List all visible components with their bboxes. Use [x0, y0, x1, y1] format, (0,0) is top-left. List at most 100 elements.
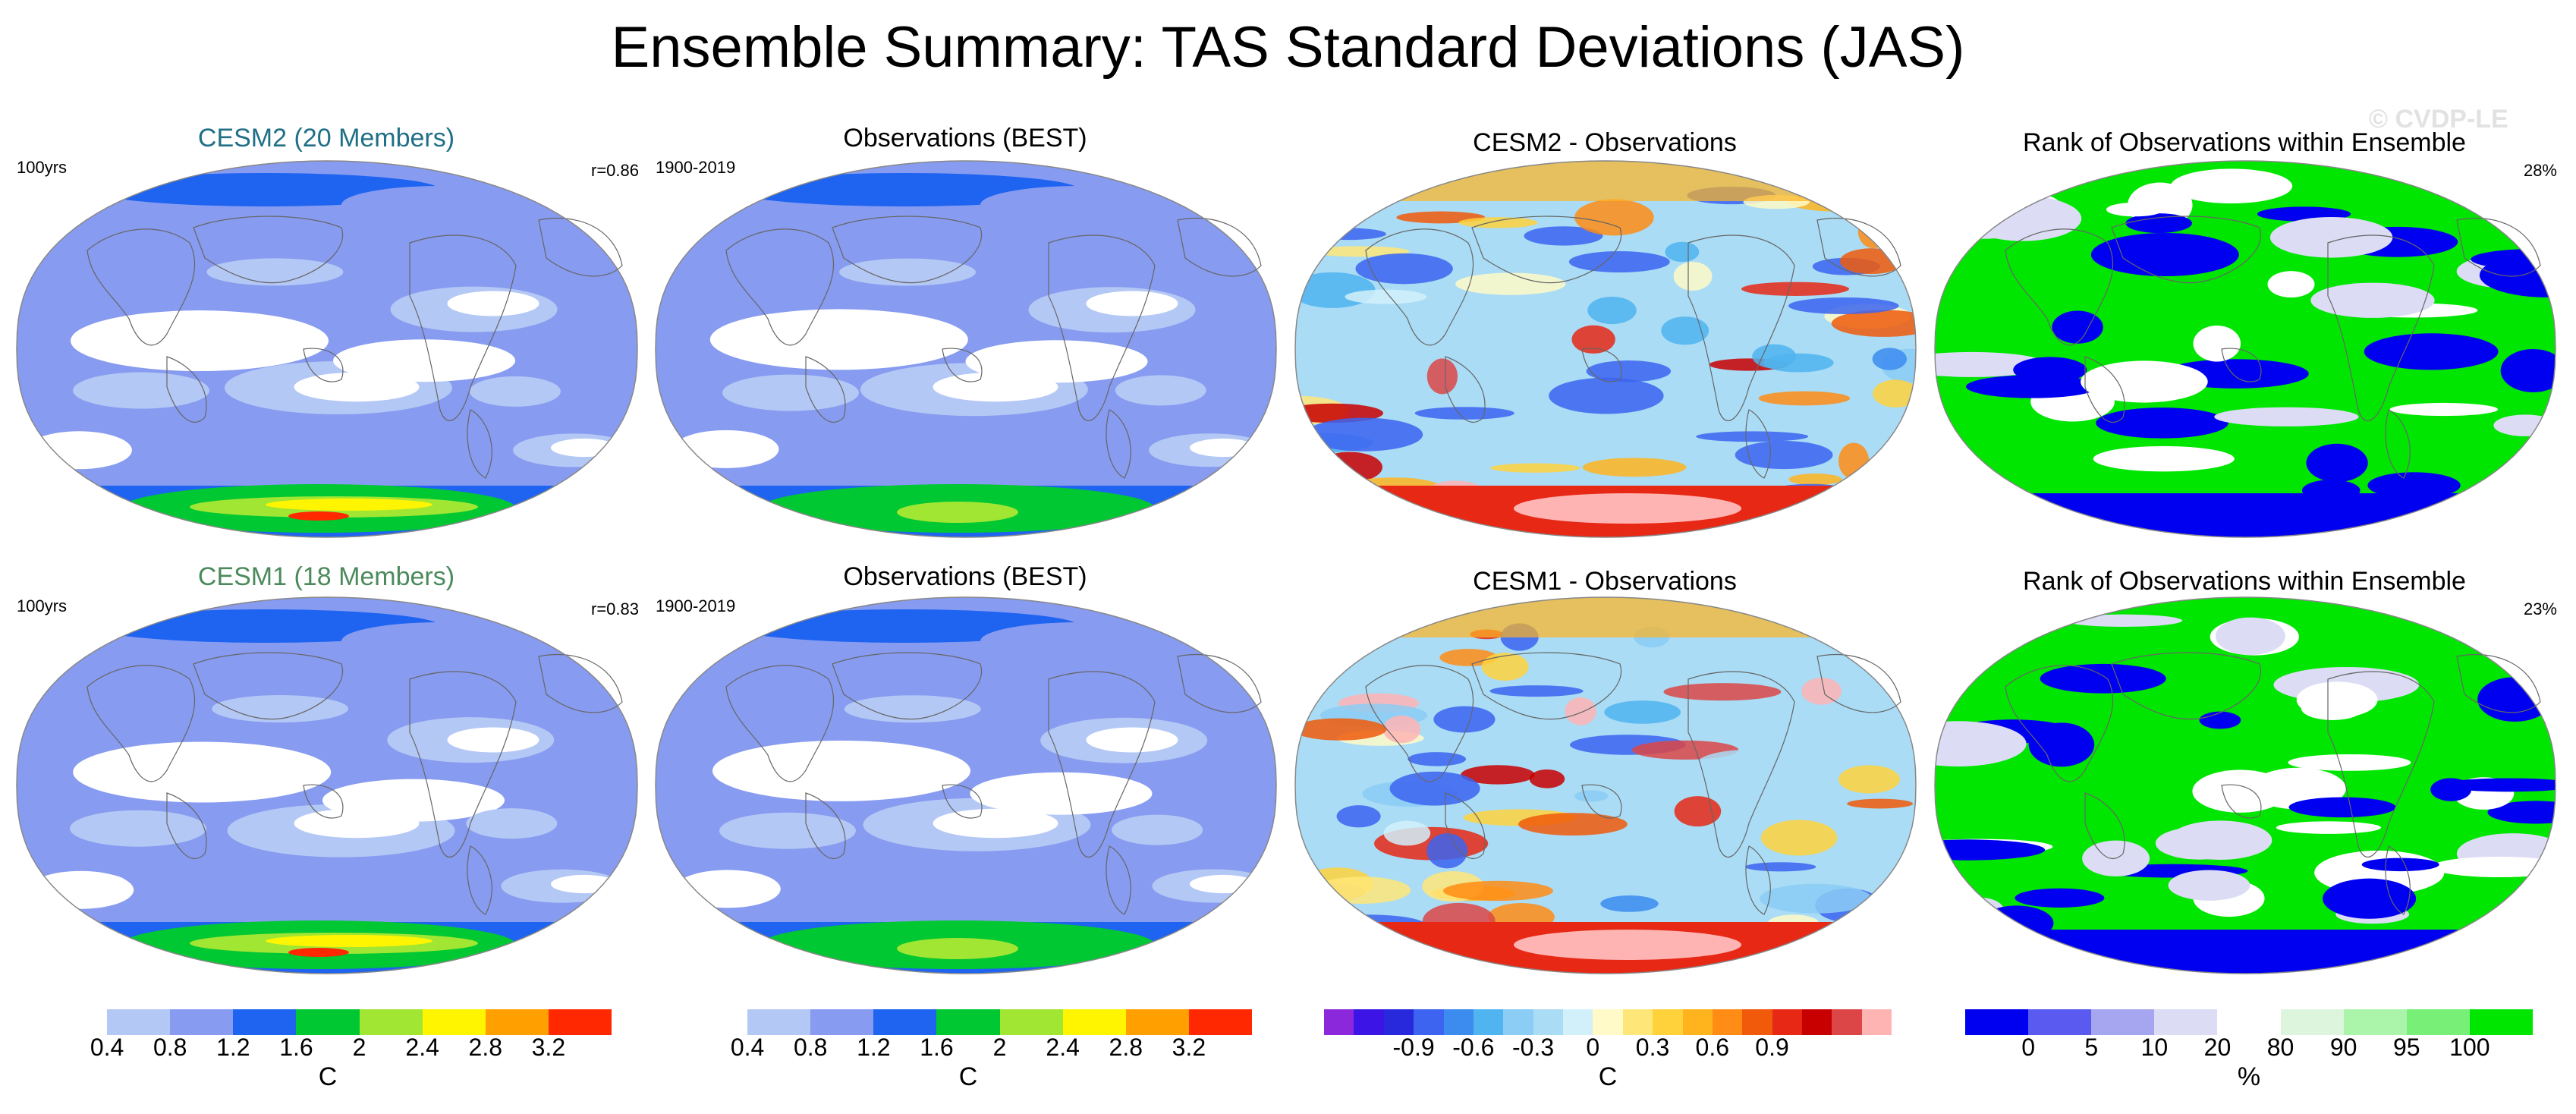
- field-blob: [69, 873, 128, 895]
- field-blob: [1574, 199, 1654, 236]
- panel-title: CESM2 - Observations: [1473, 128, 1737, 157]
- field-blob: [2323, 878, 2417, 919]
- colorbar-tick-label: 5: [2084, 1034, 2099, 1061]
- colorbar-tick-label: 0.9: [1755, 1034, 1789, 1061]
- colorbar-tick-label: 0.3: [1635, 1034, 1670, 1061]
- field-blob: [1461, 765, 1535, 785]
- field-blob: [1489, 685, 1584, 697]
- field-blob: [1311, 228, 1386, 241]
- field-blob: [897, 938, 1018, 959]
- field-blob: [469, 376, 561, 407]
- field-blob: [2192, 769, 2288, 813]
- field-blob: [2364, 333, 2499, 370]
- colorbar-segment: [1443, 1009, 1474, 1035]
- field-blob: [1801, 677, 1842, 705]
- field-blob: [1673, 262, 1713, 291]
- colorbar-segment: [170, 1009, 234, 1035]
- field-blob: [1663, 683, 1782, 701]
- field-blob: [2441, 778, 2556, 792]
- colorbar-tick-label: 0.4: [90, 1034, 124, 1061]
- field-blob: [1788, 474, 1842, 486]
- field-blob: [1788, 774, 1826, 804]
- field-blob: [2028, 722, 2095, 767]
- colorbar-tick-label: 0.8: [153, 1034, 187, 1061]
- coastlines: [86, 216, 623, 479]
- field-blob: [1518, 813, 1628, 836]
- map-panel: [1294, 596, 1917, 974]
- field-blob: [1872, 348, 1908, 370]
- field-blob: [1735, 440, 1833, 470]
- colorbar-tick-label: 2.4: [1046, 1034, 1080, 1061]
- coastlines: [725, 652, 1262, 915]
- field-blob: [69, 810, 206, 847]
- field-blob: [1763, 353, 1834, 373]
- field-blob: [719, 812, 856, 849]
- field-blob: [2199, 711, 2241, 729]
- field-blob: [141, 754, 284, 787]
- colorbar-segment: [1965, 1009, 2029, 1035]
- field-blob: [1310, 246, 1410, 257]
- field-blob: [1314, 379, 1354, 400]
- colorbar-tick-label: 0: [2021, 1034, 2036, 1061]
- colorbar-segment: [1772, 1009, 1802, 1035]
- colorbar-segment: [2406, 1009, 2470, 1035]
- map-outline: [655, 160, 1277, 538]
- field-blob: [780, 317, 923, 351]
- colorbar-segment: [1653, 1009, 1683, 1035]
- field-blob: [1382, 715, 1421, 744]
- field-blob: [2514, 477, 2556, 508]
- field-blob: [1741, 282, 1849, 296]
- field-blob: [965, 340, 1148, 383]
- colorbar-segment: [1802, 1009, 1832, 1035]
- field-blob: [933, 808, 1058, 839]
- colorbar-segment: [1593, 1009, 1623, 1035]
- field-blob: [2216, 617, 2285, 656]
- field-blob: [206, 258, 344, 286]
- field-blob: [333, 339, 516, 382]
- field-blob: [1600, 895, 1659, 912]
- field-blob: [1313, 876, 1411, 904]
- field-blob: [1524, 226, 1603, 246]
- colorbar-segment: [1324, 1009, 1354, 1035]
- colorbar-segment: [1473, 1009, 1504, 1035]
- field-blob: [2081, 360, 2208, 403]
- map-outline: [1294, 596, 1917, 974]
- panel-left-note: 100yrs: [17, 596, 68, 615]
- field-blob: [2155, 826, 2244, 860]
- field-blob: [980, 186, 1178, 224]
- panel-right-note: 23%: [2523, 599, 2557, 618]
- field-blob: [1489, 463, 1581, 473]
- field-blob: [839, 258, 977, 286]
- field-blob: [1529, 769, 1565, 788]
- colorbar-segment: [2217, 1009, 2281, 1035]
- field-blob: [1831, 310, 1916, 337]
- field-blob: [341, 186, 539, 224]
- map-outline: [655, 596, 1277, 974]
- map-panel: [655, 160, 1277, 538]
- field-blob: [2267, 271, 2315, 298]
- colorbar: [1965, 1009, 2533, 1035]
- colorbar-segment: [1832, 1009, 1862, 1035]
- coastlines: [86, 652, 623, 915]
- colorbar-segment: [1622, 1009, 1653, 1035]
- colorbar-segment: [810, 1009, 874, 1035]
- colorbar-tick-label: 2.8: [468, 1034, 503, 1061]
- field-blob: [933, 372, 1058, 402]
- field-blob: [1458, 217, 1538, 228]
- field-blob: [1355, 253, 1453, 285]
- figure-title: Ensemble Summary: TAS Standard Deviation…: [611, 15, 1965, 80]
- field-blob: [1455, 272, 1566, 295]
- colorbar-tick-label: 1.2: [216, 1034, 250, 1061]
- field-blob: [2276, 821, 2382, 834]
- field-band: [1935, 493, 2556, 537]
- field-blob: [69, 437, 128, 458]
- colorbar-tick-label: 0: [1586, 1034, 1600, 1061]
- colorbar-segment: [359, 1009, 423, 1035]
- field-blob: [1295, 357, 1353, 370]
- field-blob: [1935, 351, 2048, 377]
- field-blob: [2487, 801, 2556, 824]
- colorbar-tick-label: 10: [2140, 1034, 2169, 1061]
- field-blob: [1760, 883, 1872, 914]
- field-blob: [2106, 202, 2164, 217]
- field-blob: [1295, 718, 1387, 741]
